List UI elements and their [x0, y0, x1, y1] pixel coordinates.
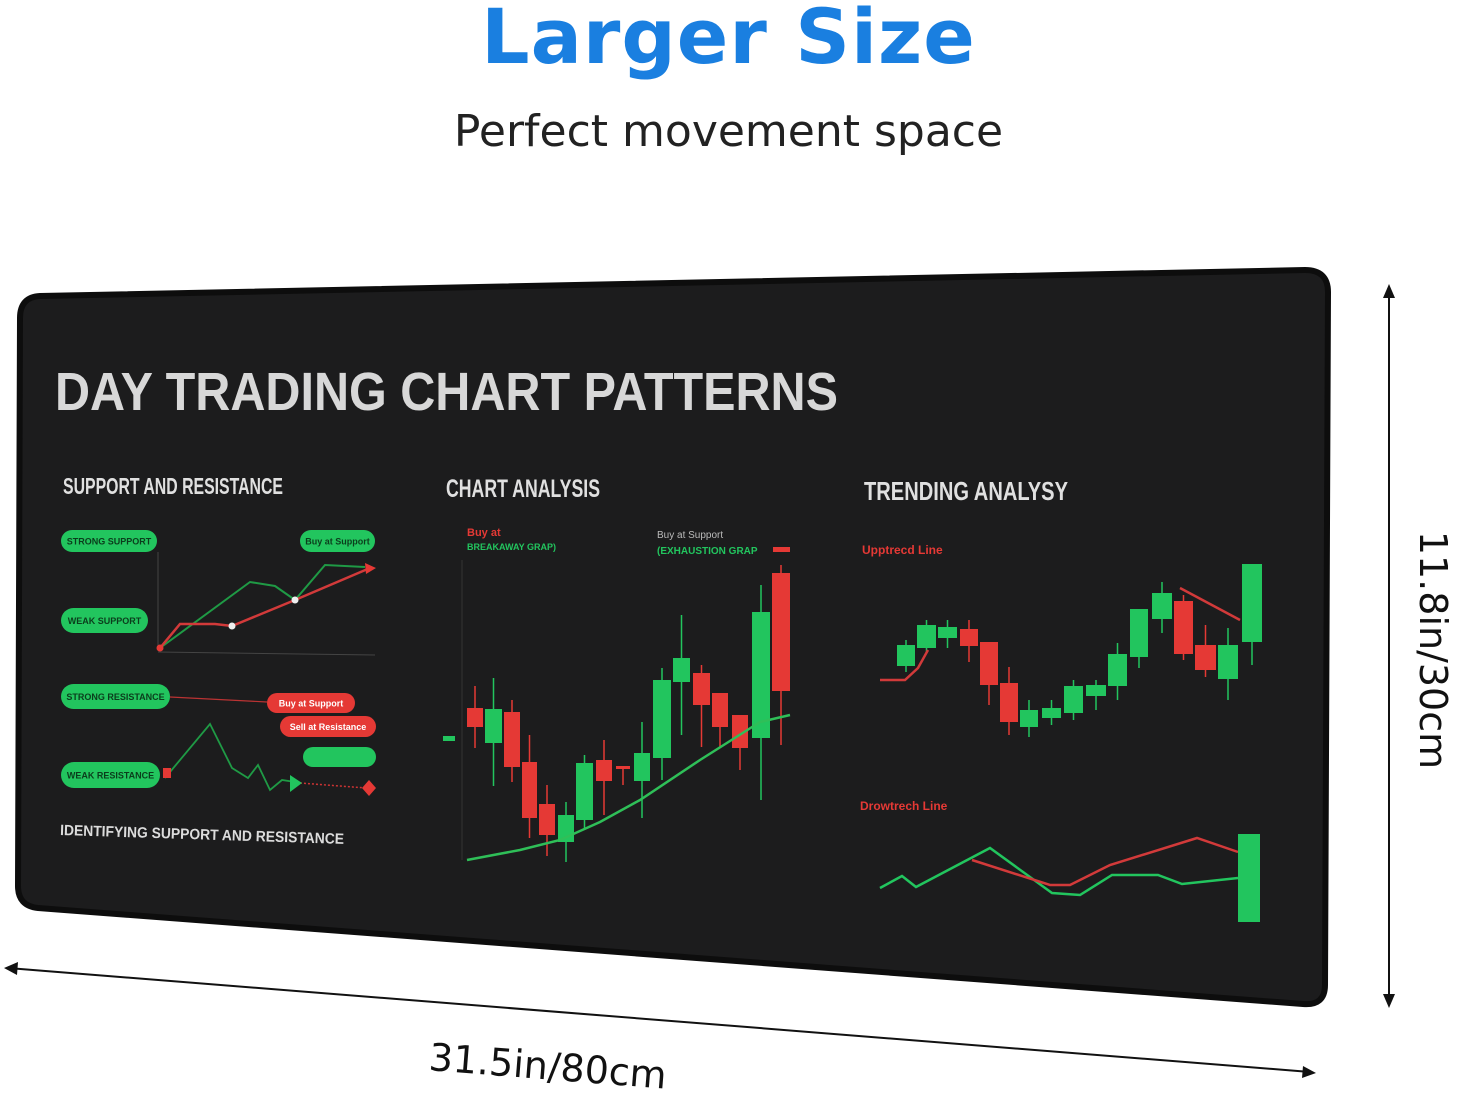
bearish-candle [596, 740, 612, 815]
svg-text:11.8in/30cm: 11.8in/30cm [1411, 531, 1455, 769]
pill-label: Sell at Resistance [280, 716, 376, 737]
mouse-pad [14, 266, 1332, 1008]
pill-label: STRONG RESISTANCE [61, 684, 170, 709]
bullish-candle [1242, 564, 1262, 665]
pill-label: STRONG SUPPORT [61, 530, 157, 552]
exhaustion-label-b: (EXHAUSTION GRAP [657, 546, 758, 557]
pill-text: Sell at Resistance [290, 722, 367, 732]
support-heading: SUPPORT AND RESISTANCE [63, 473, 283, 499]
support-red-line [159, 566, 371, 649]
pill-label: WEAK RESISTANCE [61, 762, 160, 788]
analysis-heading: CHART ANALYSIS [446, 475, 600, 503]
bullish-candle [917, 620, 936, 652]
uptrend-line [880, 649, 930, 682]
bearish-candle [1195, 625, 1216, 677]
analysis-trend-line [466, 713, 791, 862]
subheadline: Perfect movement space [453, 106, 1004, 157]
bullish-candle [1130, 609, 1148, 668]
bearish-candle [960, 620, 978, 662]
bullish-candle [634, 722, 650, 818]
bullish-candle [1152, 582, 1172, 633]
exhaustion-label-a: Buy at Support [657, 530, 723, 541]
pill-label: Buy at Support [267, 693, 355, 713]
bullish-candle [1218, 628, 1238, 700]
downtrend-label: Drowtrech Line [860, 799, 948, 813]
bullish-candle [752, 585, 770, 800]
bearish-candle [467, 686, 483, 748]
pill-label: WEAK SUPPORT [61, 608, 148, 633]
resistance-line [164, 722, 296, 792]
bullish-candle [1020, 700, 1038, 737]
bearish-candle [616, 766, 630, 785]
pill-text: WEAK SUPPORT [68, 616, 142, 626]
bullish-candle [1042, 700, 1061, 725]
bearish-candle [522, 735, 537, 838]
uptrend-label: Upptrecd Line [862, 543, 943, 557]
bullish-candle [485, 678, 502, 786]
bullish-candle [653, 668, 671, 780]
uptrend-line-2 [1179, 586, 1241, 622]
svg-text:31.5in/80cm: 31.5in/80cm [427, 1035, 668, 1094]
bullish-candle [673, 615, 690, 735]
mat-title: DAY TRADING CHART PATTERNS [55, 362, 838, 422]
pill-text: STRONG RESISTANCE [66, 692, 164, 702]
breakaway-label-a: Buy at [467, 527, 501, 539]
bearish-candle [1174, 595, 1193, 660]
trending-candles [897, 564, 1262, 737]
pill-label: Buy at Support [300, 530, 375, 552]
downtrend-green-line [879, 846, 1239, 897]
bullish-candle [576, 755, 593, 830]
green-marker [290, 775, 302, 792]
bearish-candle [732, 715, 748, 770]
bullish-candle [938, 620, 957, 648]
bearish-candle [712, 693, 728, 747]
analysis-candles [467, 565, 790, 862]
downtrend-red-line [971, 836, 1239, 887]
bullish-candle [897, 640, 915, 672]
bearish-candle [772, 565, 790, 745]
height-dimension: 11.8in/30cm [1383, 284, 1455, 1008]
support-chart [156, 552, 376, 656]
pill-label [303, 747, 376, 767]
bearish-candle [980, 642, 998, 705]
bearish-candle [1000, 667, 1018, 735]
headline: Larger Size [481, 0, 976, 81]
pill-text: Buy at Support [305, 537, 370, 547]
trending-heading: TRENDING ANALYSY [864, 476, 1068, 506]
pill-text: Buy at Support [279, 699, 344, 709]
breakaway-label-b: BREAKAWAY GRAP) [467, 542, 556, 552]
bearish-candle [504, 700, 520, 782]
bullish-candle [1086, 680, 1106, 710]
pill-text: STRONG SUPPORT [67, 537, 152, 547]
bullish-candle [1064, 680, 1083, 720]
support-green-line [159, 563, 366, 649]
bearish-candle [693, 665, 710, 747]
bullish-candle [1108, 643, 1127, 700]
red-marker [362, 780, 376, 796]
pill-text: WEAK RESISTANCE [67, 771, 154, 781]
